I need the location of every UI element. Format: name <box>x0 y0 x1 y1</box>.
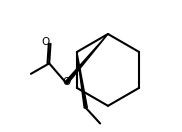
Polygon shape <box>77 52 87 108</box>
Text: O: O <box>41 37 49 48</box>
Text: O: O <box>63 77 71 87</box>
Polygon shape <box>65 34 108 84</box>
